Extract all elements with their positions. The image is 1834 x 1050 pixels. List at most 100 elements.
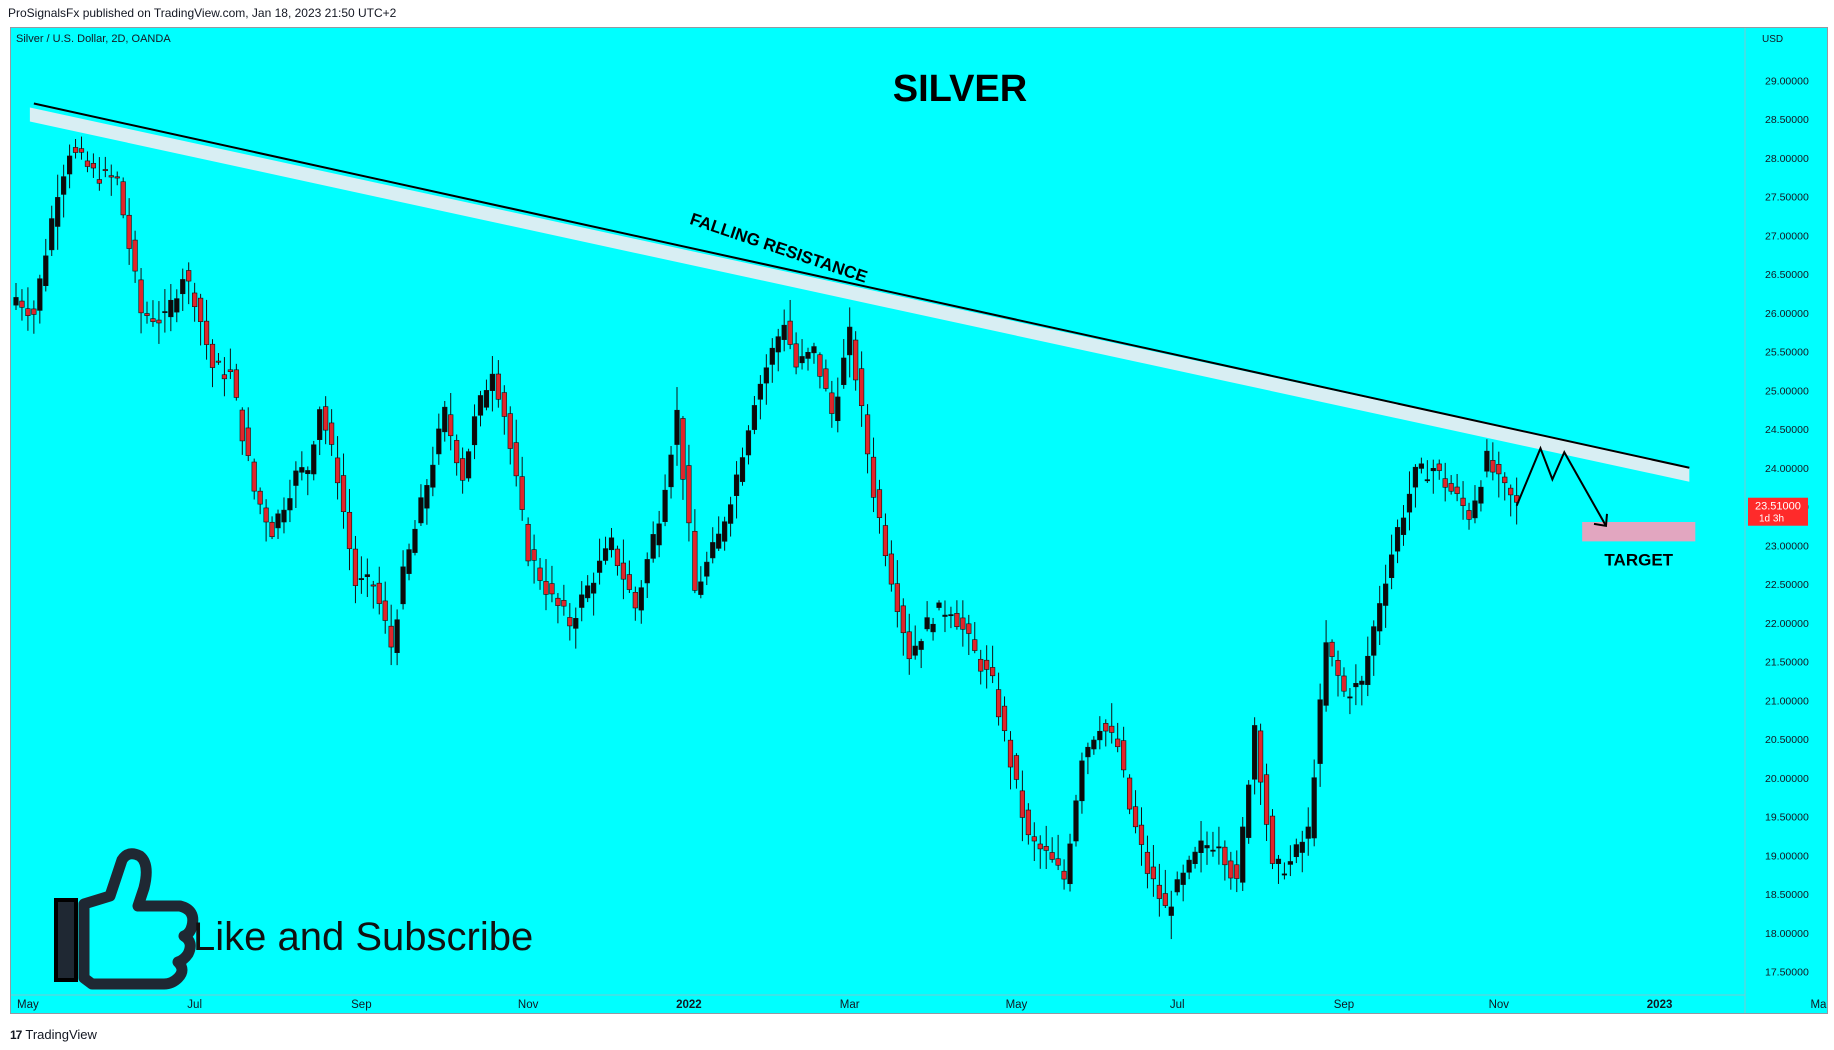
candles-layer — [13, 136, 1520, 940]
candle-body — [108, 175, 114, 178]
candle-body — [984, 659, 990, 670]
candle-body — [1430, 468, 1436, 472]
candle-body — [323, 406, 329, 431]
candle-body — [704, 561, 710, 577]
candle-body — [370, 584, 376, 587]
candle-body — [906, 631, 912, 660]
candle-body — [1472, 500, 1478, 519]
y-tick-label: 28.00000 — [1765, 153, 1809, 165]
candle-body — [388, 625, 394, 648]
symbol-label[interactable]: Silver / U.S. Dollar, 2D, OANDA — [16, 33, 171, 45]
candle-body — [1347, 696, 1353, 699]
candle-body — [465, 451, 472, 479]
candle-body — [334, 457, 341, 484]
candle-body — [1067, 843, 1073, 885]
candle-body — [1055, 858, 1061, 866]
candle-body — [483, 390, 490, 408]
candle-body — [96, 179, 102, 184]
candle-body — [317, 409, 323, 440]
candle-body — [37, 278, 43, 311]
candle-body — [978, 658, 984, 672]
x-tick-label: 2022 — [676, 999, 702, 1011]
y-tick-label: 20.00000 — [1765, 773, 1809, 785]
candle-body — [620, 562, 627, 580]
candle-body — [1484, 450, 1490, 472]
footer-brand[interactable]: 17 TradingView — [10, 1027, 97, 1042]
x-tick-label: Mar — [1810, 999, 1828, 1011]
candle-body — [1138, 824, 1145, 845]
candle-body — [1359, 680, 1365, 685]
candle-body — [442, 406, 448, 433]
candle-body — [1412, 466, 1419, 488]
candle-body — [787, 320, 793, 345]
candle-body — [936, 602, 942, 608]
y-tick-label: 21.00000 — [1765, 695, 1809, 707]
candle-body — [150, 318, 156, 322]
candle-body — [340, 475, 347, 512]
price-axis-panel[interactable] — [10, 27, 1746, 1014]
candle-body — [638, 587, 644, 611]
candle-body — [1275, 858, 1282, 865]
candle-body — [138, 279, 144, 314]
candle-body — [501, 392, 507, 417]
y-tick-label: 21.50000 — [1765, 657, 1809, 669]
candle-body — [19, 300, 25, 308]
y-tick-label: 26.50000 — [1765, 269, 1809, 281]
candle-body — [1287, 861, 1293, 865]
cta-label: Like and Subscribe — [193, 915, 533, 959]
candle-body — [769, 347, 775, 365]
candle-body — [1436, 463, 1442, 471]
candle-body — [293, 470, 299, 486]
candle-body — [1180, 872, 1186, 885]
cta-group[interactable]: Like and Subscribe — [54, 848, 533, 990]
candle-body — [1263, 774, 1270, 825]
candle-body — [1377, 603, 1383, 632]
candle-body — [1460, 497, 1466, 506]
candle-body — [418, 497, 424, 524]
candle-body — [1335, 660, 1341, 676]
y-tick-label: 27.50000 — [1765, 192, 1809, 204]
candle-body — [1007, 739, 1014, 768]
candle-body — [1246, 784, 1252, 838]
y-tick-label: 27.00000 — [1765, 230, 1809, 242]
candle-body — [495, 373, 501, 400]
candle-body — [1323, 642, 1329, 706]
candle-body — [573, 618, 579, 629]
candle-body — [1168, 906, 1174, 916]
target-zone — [1582, 522, 1696, 542]
candle-body — [13, 297, 19, 306]
y-tick-label: 29.00000 — [1765, 75, 1809, 87]
candle-body — [1061, 870, 1067, 880]
candle-body — [596, 560, 603, 573]
candle-body — [394, 619, 400, 653]
candle-body — [894, 583, 900, 612]
candle-body — [972, 639, 978, 651]
candle-body — [299, 467, 305, 473]
candle-body — [1228, 860, 1234, 879]
candle-body — [1013, 755, 1020, 780]
candle-body — [275, 513, 281, 529]
y-tick-label: 20.50000 — [1765, 734, 1809, 746]
candle-body — [471, 416, 478, 446]
candle-body — [251, 461, 257, 492]
candle-body — [722, 521, 728, 542]
candle-body — [424, 485, 430, 509]
candle-body — [180, 279, 186, 295]
candle-body — [269, 521, 275, 538]
candle-body — [537, 567, 543, 581]
candle-body — [799, 356, 805, 364]
candle-body — [745, 430, 752, 456]
candle-body — [513, 442, 519, 477]
candle-body — [781, 324, 787, 340]
candle-body — [1418, 463, 1424, 469]
x-tick-label: Jul — [187, 999, 202, 1011]
candle-body — [763, 367, 769, 384]
projection-path — [1515, 445, 1607, 527]
candle-body — [209, 343, 216, 368]
currency-label: USD — [1762, 34, 1783, 45]
chart-title: SILVER — [893, 68, 1027, 110]
candle-body — [900, 605, 906, 634]
time-scale[interactable]: May Jul Sep Nov 2022 Mar May Jul Sep Nov 2023 Mar — [17, 999, 1828, 1011]
price-chart[interactable]: Silver / U.S. Dollar, 2D, OANDA USD SILV… — [10, 27, 1828, 1014]
price-scale[interactable]: 29.00000 28.50000 28.00000 27.50000 27.00000… — [1748, 75, 1809, 979]
